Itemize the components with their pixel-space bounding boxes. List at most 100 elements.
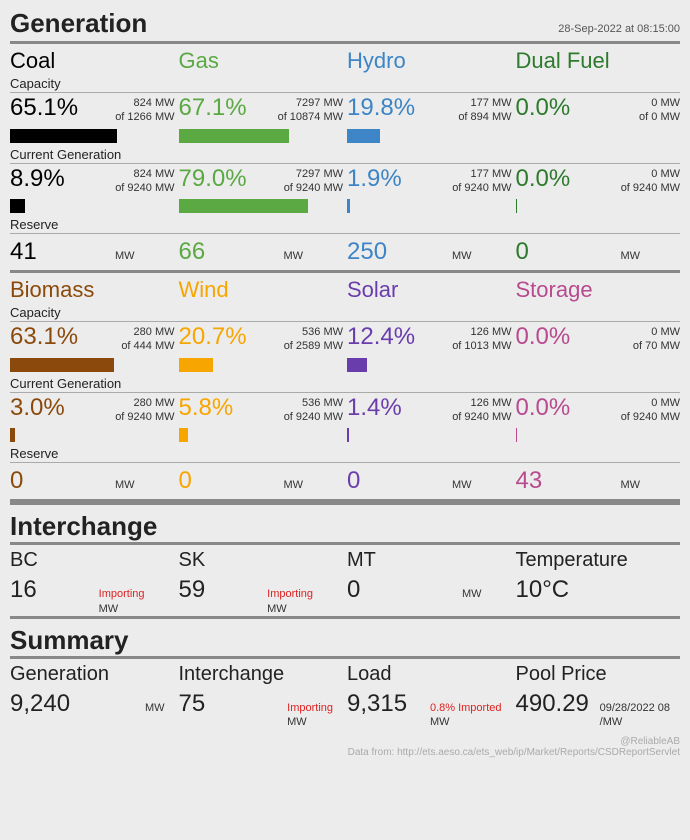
inter-val: 0	[347, 576, 360, 604]
summary-sub: 09/28/2022 08/MW	[600, 700, 680, 730]
inter-sub	[650, 596, 680, 597]
reserve-val: 0	[10, 467, 23, 495]
summary-label: Interchange	[179, 663, 344, 690]
reserve-cell-wind: 0MW	[179, 463, 344, 499]
summary-val: 9,240	[10, 690, 70, 718]
gen-cell-storage: 0.0% 0 MWof 9240 MW	[516, 393, 681, 427]
capacity-cell-dualfuel: 0.0%0 MWof 0 MW	[516, 93, 681, 127]
capacity-bar-solar	[347, 356, 512, 376]
capacity-sub: 536 MWof 2589 MW	[284, 324, 343, 354]
capacity-pct: 0.0%	[516, 324, 571, 350]
gen-pct: 79.0%	[179, 166, 247, 192]
reserve-cell-gas: 66 MW	[179, 234, 344, 270]
gen-sub: 536 MWof 9240 MW	[284, 395, 343, 425]
gen-bar-storage	[516, 426, 681, 446]
gen-bar-gas	[179, 197, 344, 217]
capacity-bar-hydro	[347, 127, 512, 147]
reserve-val: 0	[516, 238, 529, 266]
inter-label: Temperature	[516, 549, 681, 576]
gen-pct: 0.0%	[516, 395, 571, 421]
capacity-pct: 19.8%	[347, 95, 415, 121]
capacity-sub: 280 MWof 444 MW	[121, 324, 174, 354]
gen-sub: 126 MWof 9240 MW	[452, 395, 511, 425]
inter-val: 59	[179, 576, 206, 604]
summary-title: Summary	[10, 616, 680, 659]
summary-label: Load	[347, 663, 512, 690]
reserve-label: Reserve	[10, 217, 680, 234]
reserve-cell-solar: 0MW	[347, 463, 512, 499]
gen-cell-wind: 5.8% 536 MWof 9240 MW	[179, 393, 344, 427]
summary-load: Load9,3150.8% ImportedMW	[347, 659, 512, 730]
capacity-sub: 824 MWof 1266 MW	[115, 95, 174, 125]
reserve-val: 66	[179, 238, 206, 266]
interchange-temperature: Temperature10°C	[516, 545, 681, 616]
gen-bar-wind	[179, 426, 344, 446]
source-header-storage: Storage	[516, 273, 681, 305]
gen-cell-biomass: 3.0%280 MWof 9240 MW	[10, 393, 175, 427]
reserve-cell-dualfuel: 0 MW	[516, 234, 681, 270]
reserve-unit: MW	[115, 479, 175, 491]
reserve-cell-biomass: 0 MW	[10, 463, 175, 499]
gen-pct: 5.8%	[179, 395, 234, 421]
source-header-wind: Wind	[179, 273, 344, 305]
gen-pct: 8.9%	[10, 166, 65, 192]
reserve-unit: MW	[452, 250, 512, 262]
footer: @ReliableAB Data from: http://ets.aeso.c…	[10, 730, 680, 758]
inter-label: BC	[10, 549, 175, 576]
capacity-label: Capacity	[10, 305, 680, 322]
summary-interchange: Interchange75 ImportingMW	[179, 659, 344, 730]
gen-bar-coal	[10, 197, 175, 217]
capacity-pct: 20.7%	[179, 324, 247, 350]
currentgen-label: Current Generation	[10, 376, 680, 393]
summary-sub: ImportingMW	[287, 700, 343, 730]
summary-label: Pool Price	[516, 663, 681, 690]
gen-cell-solar: 1.4% 126 MWof 9240 MW	[347, 393, 512, 427]
capacity-pct: 12.4%	[347, 324, 415, 350]
summary-sub: MW	[145, 700, 175, 715]
capacity-sub: 177 MWof 894 MW	[458, 95, 511, 125]
capacity-cell-hydro: 19.8% 177 MWof 894 MW	[347, 93, 512, 127]
reserve-label: Reserve	[10, 446, 680, 463]
gen-cell-coal: 8.9%824 MWof 9240 MW	[10, 164, 175, 198]
reserve-unit: MW	[115, 250, 175, 262]
gen-cell-hydro: 1.9%177 MWof 9240 MW	[347, 164, 512, 198]
inter-sub: ImportingMW	[267, 586, 343, 616]
gen-bar-biomass	[10, 426, 175, 446]
summary-pool-price: Pool Price490.2909/28/2022 08/MW	[516, 659, 681, 730]
sources-grid-b: BiomassWindSolarStorageCapacity63.1%280 …	[10, 273, 680, 502]
gen-bar-hydro	[347, 197, 512, 217]
reserve-unit: MW	[620, 479, 680, 491]
reserve-cell-hydro: 250MW	[347, 234, 512, 270]
interchange-grid: BC16ImportingMWSK59ImportingMWMT0MWTempe…	[10, 545, 680, 616]
reserve-cell-storage: 43MW	[516, 463, 681, 499]
interchange-bc: BC16ImportingMW	[10, 545, 175, 616]
interchange-sk: SK59ImportingMW	[179, 545, 344, 616]
capacity-pct: 67.1%	[179, 95, 247, 121]
capacity-pct: 63.1%	[10, 324, 78, 350]
gen-bar-solar	[347, 426, 512, 446]
source-header-biomass: Biomass	[10, 273, 175, 305]
reserve-unit: MW	[452, 479, 512, 491]
gen-pct: 0.0%	[516, 166, 571, 192]
gen-sub: 7297 MWof 9240 MW	[284, 166, 343, 196]
inter-val: 10°C	[516, 576, 570, 604]
capacity-cell-gas: 67.1%7297 MWof 10874 MW	[179, 93, 344, 127]
summary-val: 75	[179, 690, 206, 718]
capacity-bar-wind	[179, 356, 344, 376]
capacity-sub: 126 MWof 1013 MW	[452, 324, 511, 354]
gen-sub: 0 MWof 9240 MW	[621, 395, 680, 425]
capacity-sub: 0 MWof 0 MW	[639, 95, 680, 125]
interchange-title: Interchange	[10, 502, 680, 545]
gen-pct: 1.4%	[347, 395, 402, 421]
sources-grid-a: CoalGasHydroDual FuelCapacity65.1%824 MW…	[10, 44, 680, 273]
gen-cell-gas: 79.0% 7297 MWof 9240 MW	[179, 164, 344, 198]
source-header-coal: Coal	[10, 44, 175, 76]
gen-sub: 280 MWof 9240 MW	[115, 395, 174, 425]
currentgen-label: Current Generation	[10, 147, 680, 164]
reserve-unit: MW	[620, 250, 680, 262]
reserve-unit: MW	[283, 250, 343, 262]
capacity-bar-gas	[179, 127, 344, 147]
reserve-val: 0	[179, 467, 192, 495]
capacity-pct: 65.1%	[10, 95, 78, 121]
summary-label: Generation	[10, 663, 175, 690]
